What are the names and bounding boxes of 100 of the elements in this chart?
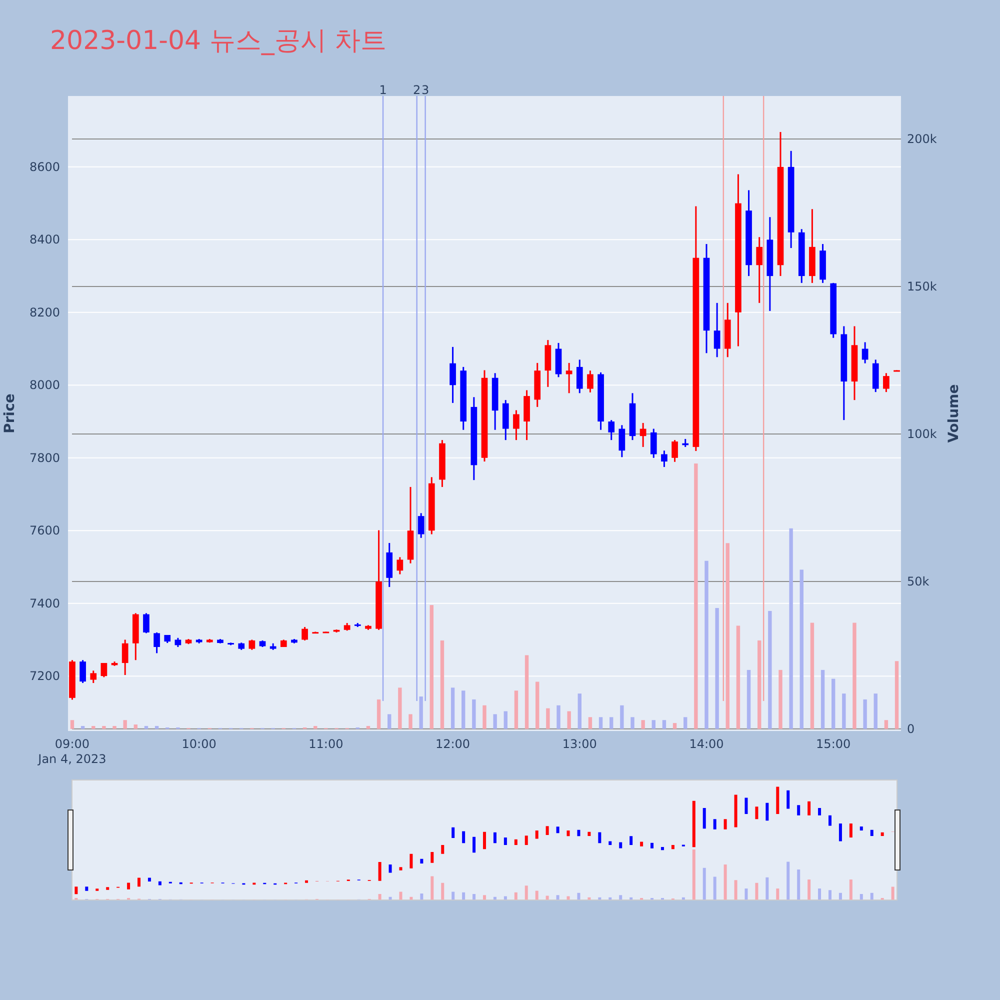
x-tick-label: 11:00 bbox=[308, 737, 344, 751]
bar bbox=[789, 528, 793, 729]
bar bbox=[694, 463, 698, 729]
candlestick bbox=[566, 362, 572, 394]
bar bbox=[578, 694, 582, 729]
y2-tick-label: 150k bbox=[907, 280, 937, 294]
candlestick bbox=[714, 302, 720, 358]
bar bbox=[546, 708, 550, 729]
bar bbox=[154, 726, 159, 729]
x-tick-label: 14:00 bbox=[689, 737, 724, 751]
bar bbox=[863, 699, 867, 729]
bar bbox=[610, 717, 614, 729]
bar bbox=[758, 640, 762, 729]
candlestick bbox=[80, 659, 86, 684]
bar bbox=[588, 717, 592, 729]
x-tick-label: 10:00 bbox=[182, 737, 216, 751]
bar bbox=[430, 605, 434, 729]
candlestick bbox=[90, 670, 97, 684]
bar bbox=[70, 720, 74, 729]
bar bbox=[524, 655, 529, 729]
bar bbox=[567, 711, 571, 729]
y-tick-label: 8000 bbox=[29, 378, 60, 392]
bar bbox=[493, 714, 497, 729]
bar bbox=[736, 626, 740, 729]
bar bbox=[831, 678, 836, 729]
y-tick-label: 7600 bbox=[29, 524, 60, 538]
bar bbox=[376, 699, 381, 729]
candlestick bbox=[587, 370, 594, 394]
candlestick bbox=[618, 424, 626, 458]
bar bbox=[704, 560, 708, 729]
candlestick bbox=[100, 662, 108, 678]
candlestick bbox=[862, 341, 868, 364]
candlestick bbox=[756, 236, 763, 304]
bar bbox=[134, 724, 138, 729]
candlestick bbox=[302, 626, 308, 642]
ref-line-label: 2 bbox=[413, 83, 421, 97]
y-axis-title: Price bbox=[2, 394, 18, 434]
candlestick bbox=[661, 450, 668, 468]
y-tick-label: 8600 bbox=[29, 160, 60, 174]
bar bbox=[652, 720, 656, 729]
candlestick bbox=[672, 439, 678, 463]
y-tick-label: 7800 bbox=[29, 450, 60, 465]
bar bbox=[80, 726, 85, 729]
bar bbox=[641, 720, 645, 729]
ref-line-label: 1 bbox=[379, 83, 387, 97]
bar bbox=[620, 705, 624, 729]
bar bbox=[874, 694, 878, 729]
bar bbox=[504, 711, 508, 729]
candlestick bbox=[248, 638, 256, 651]
bar bbox=[894, 661, 899, 729]
candlestick bbox=[608, 419, 615, 441]
y-tick-label: 7200 bbox=[29, 669, 60, 684]
bar bbox=[314, 726, 318, 729]
bar bbox=[842, 694, 846, 729]
bar bbox=[536, 682, 540, 729]
y-tick-label: 7400 bbox=[29, 596, 60, 610]
y2-tick-label: 200k bbox=[907, 132, 937, 146]
y-tick-label: 8400 bbox=[29, 232, 60, 247]
candlestick bbox=[143, 612, 150, 634]
candlestick bbox=[418, 512, 424, 539]
bar bbox=[800, 570, 804, 729]
bar bbox=[820, 670, 825, 729]
bar bbox=[684, 717, 688, 729]
bar bbox=[112, 726, 116, 729]
y2-tick-label: 100k bbox=[907, 427, 937, 441]
candlestick bbox=[450, 346, 456, 404]
bar bbox=[366, 726, 370, 729]
bar bbox=[450, 688, 455, 729]
bar bbox=[810, 622, 814, 729]
bar bbox=[92, 726, 96, 729]
candlestick bbox=[396, 556, 404, 575]
candlestick bbox=[122, 638, 128, 676]
candlestick bbox=[883, 372, 890, 393]
bar bbox=[778, 670, 782, 729]
x-tick-label: 12:00 bbox=[435, 737, 470, 751]
candlestick bbox=[650, 428, 657, 459]
bar bbox=[408, 714, 412, 729]
chart-title: 2023-01-04 뉴스_공시 차트 bbox=[50, 26, 387, 56]
y2-tick-label: 50k bbox=[907, 574, 930, 588]
x-tick-label: 15:00 bbox=[816, 737, 851, 751]
bar bbox=[419, 696, 423, 729]
bar bbox=[102, 726, 106, 729]
bar bbox=[398, 688, 402, 729]
bar bbox=[462, 690, 466, 729]
bar bbox=[472, 699, 476, 729]
candlestick bbox=[174, 637, 182, 648]
bar bbox=[482, 705, 486, 729]
bar bbox=[662, 720, 666, 729]
y2-tick-label: 0 bbox=[907, 722, 915, 736]
bar bbox=[556, 705, 560, 729]
bar bbox=[768, 610, 772, 729]
bar bbox=[388, 714, 392, 729]
candlestick bbox=[513, 409, 520, 441]
candlestick bbox=[576, 358, 583, 394]
bar bbox=[514, 690, 518, 729]
bar bbox=[144, 726, 148, 729]
x-tick-label: 13:00 bbox=[562, 737, 597, 751]
bar bbox=[726, 543, 730, 729]
bar bbox=[598, 717, 603, 729]
bar bbox=[852, 622, 856, 729]
